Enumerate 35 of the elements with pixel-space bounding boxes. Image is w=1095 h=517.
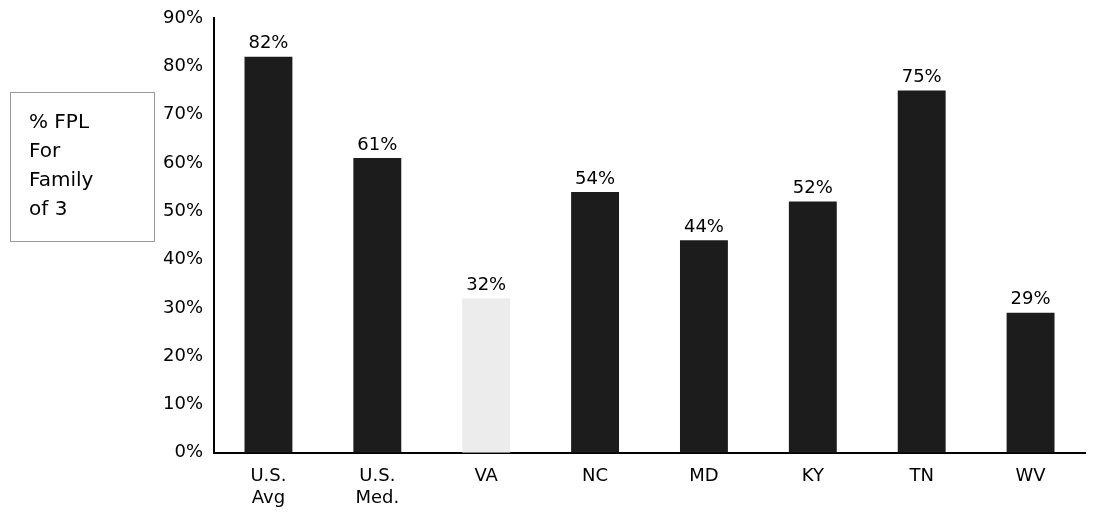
x-tick-label: NC (582, 464, 609, 486)
bar (244, 56, 293, 453)
bar (788, 201, 837, 453)
y-axis-title: % FPL For Family of 3 (10, 92, 155, 242)
y-tick-label: 30% (162, 295, 204, 317)
y-tick-label: 0% (174, 440, 204, 462)
x-tick-label: VA (474, 464, 499, 486)
x-tick-label: U.S. Avg (250, 464, 287, 507)
y-tick-label: 70% (162, 102, 204, 124)
x-tick-label: KY (801, 464, 825, 486)
x-tick-label: WV (1015, 464, 1047, 486)
x-tick-label: MD (689, 464, 719, 486)
bar (462, 298, 511, 453)
y-tick-label: 90% (162, 5, 204, 27)
data-label: 61% (357, 132, 398, 154)
bar (679, 240, 728, 453)
bar (897, 90, 946, 453)
data-label: 32% (466, 272, 507, 294)
x-tick-label: U.S. Med. (355, 464, 400, 507)
data-label: 54% (575, 166, 616, 188)
data-label: 44% (683, 214, 724, 236)
data-label: 52% (792, 176, 833, 198)
y-tick-label: 60% (162, 150, 204, 172)
data-label: 82% (248, 31, 289, 53)
y-tick-label: 10% (162, 392, 204, 414)
y-tick-label: 80% (162, 53, 204, 75)
data-label: 29% (1010, 287, 1051, 309)
bar (353, 158, 402, 453)
y-tick-label: 50% (162, 198, 204, 220)
data-label: 75% (901, 65, 942, 87)
y-tick-label: 40% (162, 247, 204, 269)
y-tick-label: 20% (162, 343, 204, 365)
x-tick-label: TN (908, 464, 934, 486)
bar (1006, 312, 1055, 453)
bar (571, 191, 620, 453)
